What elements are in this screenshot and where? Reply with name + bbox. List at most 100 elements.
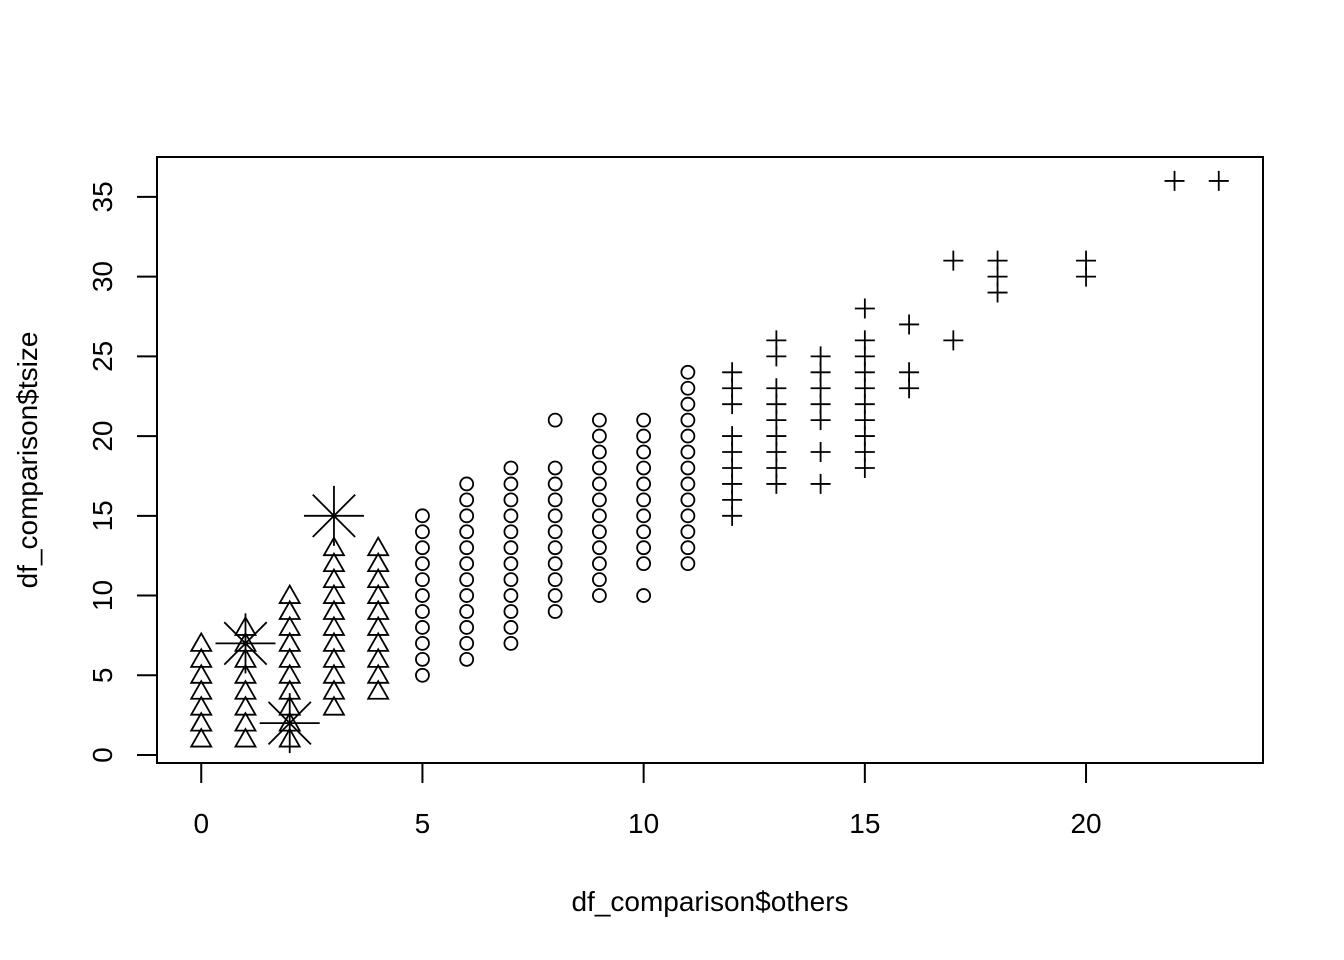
- point-triangle: [189, 631, 213, 652]
- point-circle: [636, 588, 652, 603]
- y-tick-label: 5: [87, 668, 118, 684]
- point-triangle: [366, 663, 390, 684]
- point-circle: [503, 604, 519, 619]
- point-circle: [636, 476, 652, 492]
- point-triangle: [233, 711, 258, 732]
- point-circle: [592, 572, 607, 588]
- point-circle: [503, 460, 519, 476]
- point-triangle: [189, 647, 213, 668]
- point-circle: [503, 508, 519, 524]
- point-triangle: [366, 631, 390, 652]
- point-circle: [592, 524, 607, 540]
- x-tick-label: 15: [849, 808, 880, 839]
- point-star: [303, 485, 364, 546]
- point-triangle: [278, 663, 302, 684]
- point-circle: [547, 588, 563, 603]
- point-triangle: [189, 695, 213, 716]
- x-tick-label: 10: [628, 808, 659, 839]
- point-plus: [1208, 170, 1229, 191]
- x-tick-label: 5: [415, 808, 431, 839]
- point-triangle: [322, 631, 346, 652]
- point-circle: [503, 635, 519, 651]
- point-circle: [680, 444, 696, 460]
- point-circle: [680, 508, 696, 524]
- point-circle: [459, 492, 475, 508]
- point-plus: [899, 314, 920, 335]
- point-triangle: [189, 663, 213, 684]
- point-plus: [722, 362, 743, 383]
- point-star: [215, 613, 276, 674]
- point-circle: [415, 651, 430, 667]
- point-circle: [415, 524, 430, 540]
- point-circle: [592, 412, 607, 428]
- point-triangle: [278, 615, 302, 636]
- point-triangle: [322, 599, 346, 620]
- point-plus: [766, 378, 787, 399]
- point-triangle: [322, 647, 346, 668]
- point-plus: [766, 330, 787, 351]
- point-circle: [459, 651, 475, 667]
- point-plus: [1164, 170, 1185, 191]
- point-circle: [547, 492, 563, 508]
- point-triangle: [366, 679, 390, 700]
- point-triangle: [278, 647, 302, 668]
- x-axis-label: df_comparison$others: [571, 886, 848, 917]
- point-circle: [459, 588, 475, 603]
- point-circle: [547, 524, 563, 540]
- point-circle: [592, 428, 607, 444]
- point-circle: [503, 524, 519, 540]
- point-circle: [592, 492, 607, 508]
- point-circle: [636, 540, 652, 556]
- point-circle: [415, 620, 430, 635]
- point-triangle: [233, 663, 258, 684]
- point-triangle: [322, 583, 346, 604]
- point-triangle: [366, 551, 390, 573]
- point-circle: [592, 444, 607, 460]
- point-triangle: [322, 535, 346, 557]
- point-circle: [592, 476, 607, 492]
- point-plus: [987, 250, 1008, 271]
- point-circle: [547, 540, 563, 556]
- point-circle: [415, 508, 430, 524]
- point-circle: [592, 588, 607, 603]
- point-plus: [810, 346, 831, 367]
- point-circle: [636, 524, 652, 540]
- point-circle: [592, 508, 607, 524]
- point-circle: [680, 540, 696, 556]
- point-circle: [547, 460, 563, 476]
- point-circle: [680, 364, 696, 380]
- x-tick-label: 0: [193, 808, 209, 839]
- point-triangle: [278, 599, 302, 620]
- point-circle: [636, 492, 652, 508]
- point-circle: [459, 635, 475, 651]
- point-triangle: [322, 695, 346, 716]
- y-tick-label: 0: [87, 747, 118, 763]
- y-tick-label: 25: [87, 341, 118, 372]
- y-tick-label: 10: [87, 580, 118, 611]
- point-circle: [680, 524, 696, 540]
- point-circle: [415, 540, 430, 556]
- y-axis: 0 5 10 15 20 25 30 35: [87, 181, 158, 763]
- point-circle: [503, 620, 519, 635]
- point-triangle: [366, 583, 390, 604]
- point-circle: [503, 588, 519, 603]
- point-triangle: [278, 631, 302, 652]
- point-circle: [459, 476, 475, 492]
- plot-frame: [156, 156, 1264, 764]
- point-circle: [636, 508, 652, 524]
- point-circle: [547, 604, 563, 619]
- point-circle: [680, 412, 696, 428]
- point-circle: [547, 508, 563, 524]
- point-circle: [592, 460, 607, 476]
- point-plus: [899, 362, 920, 383]
- point-circle: [547, 556, 563, 572]
- point-circle: [503, 556, 519, 572]
- point-plus: [722, 426, 743, 447]
- point-circle: [459, 540, 475, 556]
- point-circle: [503, 492, 519, 508]
- point-circle: [636, 460, 652, 476]
- point-circle: [459, 604, 475, 619]
- point-star: [259, 693, 320, 754]
- point-circle: [459, 572, 475, 588]
- y-tick-label: 35: [87, 181, 118, 212]
